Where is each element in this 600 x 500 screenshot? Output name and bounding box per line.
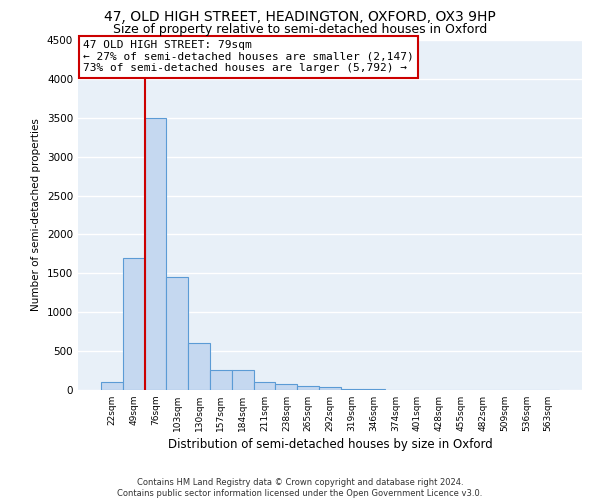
Bar [101,382,123,390]
Bar [254,382,275,390]
Bar [319,387,341,390]
Text: Contains HM Land Registry data © Crown copyright and database right 2024.
Contai: Contains HM Land Registry data © Crown c… [118,478,482,498]
Y-axis label: Number of semi-detached properties: Number of semi-detached properties [31,118,41,312]
X-axis label: Distribution of semi-detached houses by size in Oxford: Distribution of semi-detached houses by … [167,438,493,451]
Bar [232,370,254,390]
Bar [210,370,232,390]
Bar [145,118,166,390]
Bar [297,386,319,390]
Bar [188,344,210,390]
Bar [123,258,145,390]
Bar [341,389,363,390]
Bar [166,277,188,390]
Text: Size of property relative to semi-detached houses in Oxford: Size of property relative to semi-detach… [113,22,487,36]
Bar [363,389,385,390]
Text: 47 OLD HIGH STREET: 79sqm
← 27% of semi-detached houses are smaller (2,147)
73% : 47 OLD HIGH STREET: 79sqm ← 27% of semi-… [83,40,414,73]
Text: 47, OLD HIGH STREET, HEADINGTON, OXFORD, OX3 9HP: 47, OLD HIGH STREET, HEADINGTON, OXFORD,… [104,10,496,24]
Bar [275,384,297,390]
